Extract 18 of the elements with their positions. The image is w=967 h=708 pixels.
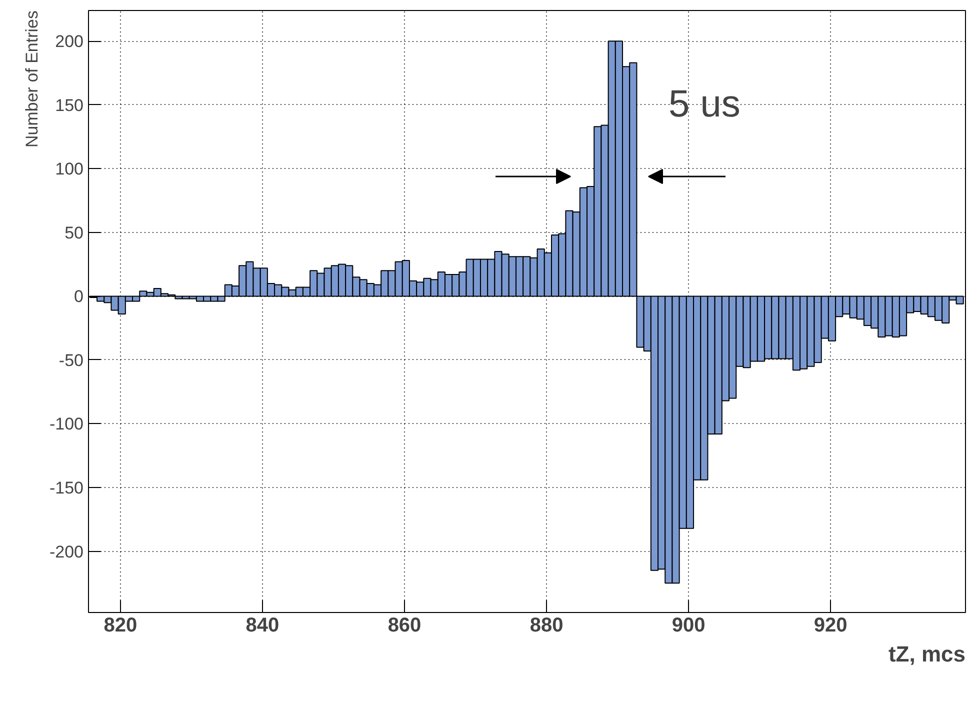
- x-tick-label: 840: [246, 614, 280, 636]
- x-tick-label: 900: [672, 614, 706, 636]
- y-tick-label: 100: [55, 160, 84, 179]
- y-tick-label: -100: [49, 414, 84, 434]
- x-tick-label: 860: [388, 614, 422, 636]
- y-tick-label: -200: [49, 542, 84, 562]
- y-tick-label: 200: [55, 32, 84, 52]
- y-tick-label: 0: [74, 287, 84, 306]
- x-tick-label: 880: [530, 614, 564, 636]
- x-tick-label: 920: [814, 614, 848, 636]
- x-axis-title: tZ, mcs: [888, 642, 966, 666]
- y-tick-label: -150: [49, 478, 84, 498]
- annotation: 5 us: [668, 84, 740, 126]
- x-tick-label: 820: [104, 614, 138, 636]
- y-tick-label: 50: [64, 223, 84, 242]
- y-tick-label: 150: [55, 96, 84, 115]
- y-axis-title: Number of Entries: [22, 10, 42, 148]
- y-tick-label: -50: [58, 350, 84, 370]
